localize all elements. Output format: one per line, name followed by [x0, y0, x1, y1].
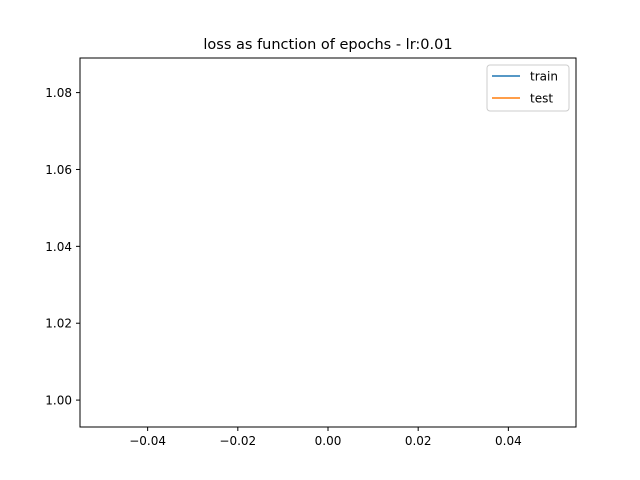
y-tick-label: 1.02: [45, 317, 72, 331]
x-tick-label: 0.02: [405, 434, 432, 448]
y-tick-label: 1.04: [45, 240, 72, 254]
x-tick-label: 0.04: [495, 434, 522, 448]
chart-title: loss as function of epochs - lr:0.01: [203, 37, 452, 53]
legend-label-test: test: [530, 92, 553, 106]
x-tick-label: −0.04: [129, 434, 166, 448]
x-tick-label: −0.02: [219, 434, 256, 448]
y-tick-label: 1.08: [45, 86, 72, 100]
plot-area: [79, 57, 577, 428]
y-axis: 1.00 1.02 1.04 1.06 1.08: [45, 86, 80, 408]
y-tick-label: 1.06: [45, 163, 72, 177]
x-axis: −0.04 −0.02 0.00 0.02 0.04: [129, 427, 522, 448]
legend: train test: [486, 64, 570, 112]
legend-label-train: train: [530, 70, 558, 84]
y-tick-label: 1.00: [45, 394, 72, 408]
x-tick-label: 0.00: [315, 434, 342, 448]
